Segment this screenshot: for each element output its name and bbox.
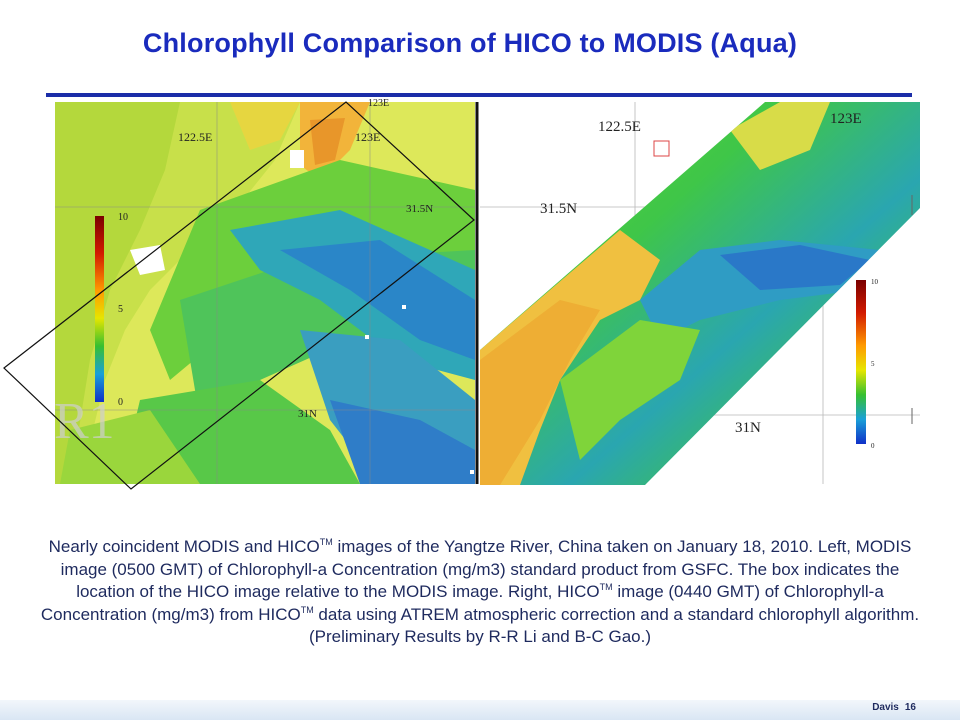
- modis-colorbar-mid: 5: [118, 304, 123, 315]
- hico-colorbar: [856, 280, 866, 444]
- modis-label-122-5e: 122.5E: [178, 130, 212, 144]
- modis-colorbar-max: 10: [118, 212, 128, 223]
- modis-colorbar: [95, 216, 104, 402]
- title-underline: [46, 93, 912, 97]
- hico-label-122-5e: 122.5E: [598, 119, 641, 135]
- footer-author: Davis: [872, 702, 899, 713]
- modis-colorbar-min: 0: [118, 397, 123, 408]
- hico-label-123e: 123E: [830, 111, 862, 127]
- hico-map: [480, 102, 920, 485]
- hico-colorbar-max: 10: [871, 278, 879, 286]
- hico-label-31-5n: 31.5N: [540, 201, 577, 217]
- modis-label-31-5n: 31.5N: [406, 203, 433, 215]
- modis-label-123e: 123E: [355, 130, 380, 144]
- modis-label-31n: 31N: [298, 408, 317, 420]
- watermark: R1: [54, 393, 115, 450]
- slide-footer: Davis 16: [866, 702, 916, 713]
- hico-location-box: [3, 101, 475, 490]
- modis-label-123e-top: 123E: [368, 98, 389, 109]
- slide-title: Chlorophyll Comparison of HICO to MODIS …: [142, 28, 798, 58]
- hico-colorbar-mid: 5: [871, 360, 875, 368]
- modis-map: [55, 102, 475, 484]
- hico-colorbar-min: 0: [871, 442, 875, 450]
- figure-caption: Nearly coincident MODIS and HICOTM image…: [40, 537, 920, 646]
- footer-band: [0, 700, 960, 720]
- page-number: 16: [904, 702, 916, 713]
- hico-label-31n: 31N: [735, 420, 761, 436]
